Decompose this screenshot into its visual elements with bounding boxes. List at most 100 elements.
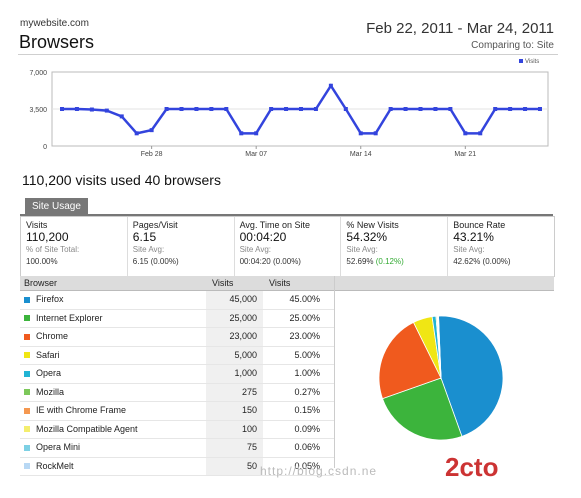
table-row[interactable]: Mozilla Compatible Agent 100 0.09%: [20, 420, 334, 439]
data-point[interactable]: [149, 128, 154, 133]
browser-cell[interactable]: RockMelt: [20, 458, 206, 476]
browser-cell[interactable]: Firefox: [20, 291, 206, 309]
data-point[interactable]: [179, 107, 184, 111]
visits-cell: 150: [206, 402, 263, 420]
pie-slice[interactable]: [382, 377, 463, 441]
table-row[interactable]: Safari 5,000 5.00%: [20, 346, 334, 365]
browser-name[interactable]: Opera Mini: [36, 442, 81, 452]
data-point[interactable]: [373, 131, 378, 136]
data-point[interactable]: [299, 107, 303, 111]
table-row[interactable]: Internet Explorer 25,000 25.00%: [20, 309, 334, 328]
visits-cell: 50: [206, 457, 263, 475]
comparison-label: Comparing to: Site: [471, 40, 554, 51]
data-point[interactable]: [164, 107, 169, 111]
browser-name[interactable]: Mozilla: [36, 386, 65, 397]
metric-sub: Site Avg:: [132, 245, 165, 254]
browser-name[interactable]: Safari: [36, 349, 60, 360]
browser-cell[interactable]: Opera: [20, 365, 206, 383]
percent-cell: 25.00%: [289, 312, 320, 323]
pie-slice[interactable]: [437, 315, 442, 379]
pie-slice[interactable]: [438, 315, 504, 437]
browser-name[interactable]: IE with Chrome Frame: [36, 405, 127, 415]
table-row[interactable]: Chrome 23,000 23.00%: [20, 328, 334, 347]
data-point[interactable]: [433, 107, 438, 111]
data-point[interactable]: [119, 114, 124, 119]
x-tick-label: Mar 07: [245, 151, 267, 158]
color-swatch-icon: [24, 463, 30, 470]
visits-line-chart[interactable]: 7,000 3,500 0 Feb 28 Mar 07 Mar 14 Mar 21 Visi…: [0, 58, 581, 158]
browser-cell[interactable]: Safari: [20, 347, 206, 365]
browser-name[interactable]: Chrome: [36, 331, 69, 341]
data-point[interactable]: [209, 107, 214, 111]
metric-bottom-change: (0.12%): [375, 257, 404, 266]
browser-name[interactable]: RockMelt: [36, 460, 74, 471]
table-row[interactable]: Opera 1,000 1.00%: [20, 365, 334, 384]
data-point[interactable]: [104, 108, 109, 113]
data-point[interactable]: [478, 131, 483, 136]
data-point[interactable]: [239, 131, 244, 136]
data-point[interactable]: [269, 107, 274, 111]
data-point[interactable]: [60, 107, 64, 111]
browser-cell[interactable]: IE with Chrome Frame: [20, 402, 206, 420]
browser-table: Browser Visits Visits Firefox 45,000 45.00…: [20, 276, 334, 476]
browser-cell[interactable]: Mozilla Compatible Agent: [20, 421, 206, 439]
data-point[interactable]: [388, 107, 393, 111]
data-point[interactable]: [418, 107, 423, 111]
table-row[interactable]: RockMelt 50 0.05%: [20, 457, 334, 476]
metric-label: Bounce Rate: [453, 220, 506, 230]
visits-cell: 5,000: [206, 346, 263, 364]
page-title: Browsers: [19, 32, 95, 52]
browser-pie-chart[interactable]: [335, 291, 554, 469]
data-point[interactable]: [538, 107, 542, 111]
browser-name[interactable]: Firefox: [36, 294, 64, 304]
data-point[interactable]: [358, 131, 363, 136]
percent-cell: 0.09%: [294, 423, 320, 434]
data-point[interactable]: [89, 107, 94, 112]
pie-header: [335, 276, 554, 291]
tab-underline: [20, 214, 553, 216]
metric-value: 54.32%: [346, 230, 388, 244]
table-row[interactable]: Opera Mini 75 0.06%: [20, 439, 334, 458]
pie-chart-panel: [334, 276, 554, 468]
table-row[interactable]: Firefox 45,000 45.00%: [20, 291, 334, 310]
data-point[interactable]: [493, 107, 498, 111]
data-point[interactable]: [328, 83, 333, 88]
metric-visits: Visits 110,200 % of Site Total: 100.00%: [21, 217, 128, 276]
data-point[interactable]: [74, 107, 79, 111]
header-visits-pct[interactable]: Visits: [269, 278, 291, 288]
data-point[interactable]: [343, 107, 348, 111]
metric-bottom: 42.62% (0.00%): [453, 257, 511, 266]
visits-cell: 45,000: [206, 291, 263, 309]
visits-summary: 110,200 visits used 40 browsers: [22, 172, 221, 188]
data-point[interactable]: [463, 131, 468, 136]
data-point[interactable]: [224, 107, 229, 111]
pie-slice[interactable]: [378, 321, 442, 400]
data-point[interactable]: [448, 107, 453, 111]
data-point[interactable]: [134, 131, 139, 136]
browser-name[interactable]: Opera: [36, 368, 62, 378]
browser-cell[interactable]: Internet Explorer: [20, 310, 206, 328]
table-row[interactable]: Mozilla 275 0.27%: [20, 383, 334, 402]
data-point[interactable]: [254, 131, 259, 136]
metric-value: 43.21%: [453, 230, 494, 244]
browser-name[interactable]: Mozilla Compatible Agent: [36, 423, 138, 434]
metrics-panel: Visits 110,200 % of Site Total: 100.00% …: [20, 216, 555, 277]
data-point[interactable]: [284, 107, 289, 111]
data-point[interactable]: [508, 107, 513, 111]
date-range[interactable]: Feb 22, 2011 - Mar 24, 2011: [366, 20, 554, 37]
percent-cell: 0.05%: [294, 460, 320, 471]
tab-site-usage[interactable]: Site Usage: [25, 198, 88, 215]
header-visits[interactable]: Visits: [206, 276, 263, 290]
data-point[interactable]: [194, 107, 199, 111]
table-row[interactable]: IE with Chrome Frame 150 0.15%: [20, 402, 334, 421]
browser-cell[interactable]: Chrome: [20, 328, 206, 346]
percent-cell: 0.06%: [294, 442, 320, 452]
browser-cell[interactable]: Opera Mini: [20, 439, 206, 457]
browser-name[interactable]: Internet Explorer: [36, 312, 103, 323]
data-point[interactable]: [523, 107, 528, 111]
metric-pages-visit: Pages/Visit 6.15 Site Avg: 6.15 (0.00%): [128, 217, 235, 276]
data-point[interactable]: [313, 107, 318, 111]
data-point[interactable]: [403, 107, 408, 111]
browser-cell[interactable]: Mozilla: [20, 384, 206, 402]
header-browser[interactable]: Browser: [24, 278, 58, 288]
